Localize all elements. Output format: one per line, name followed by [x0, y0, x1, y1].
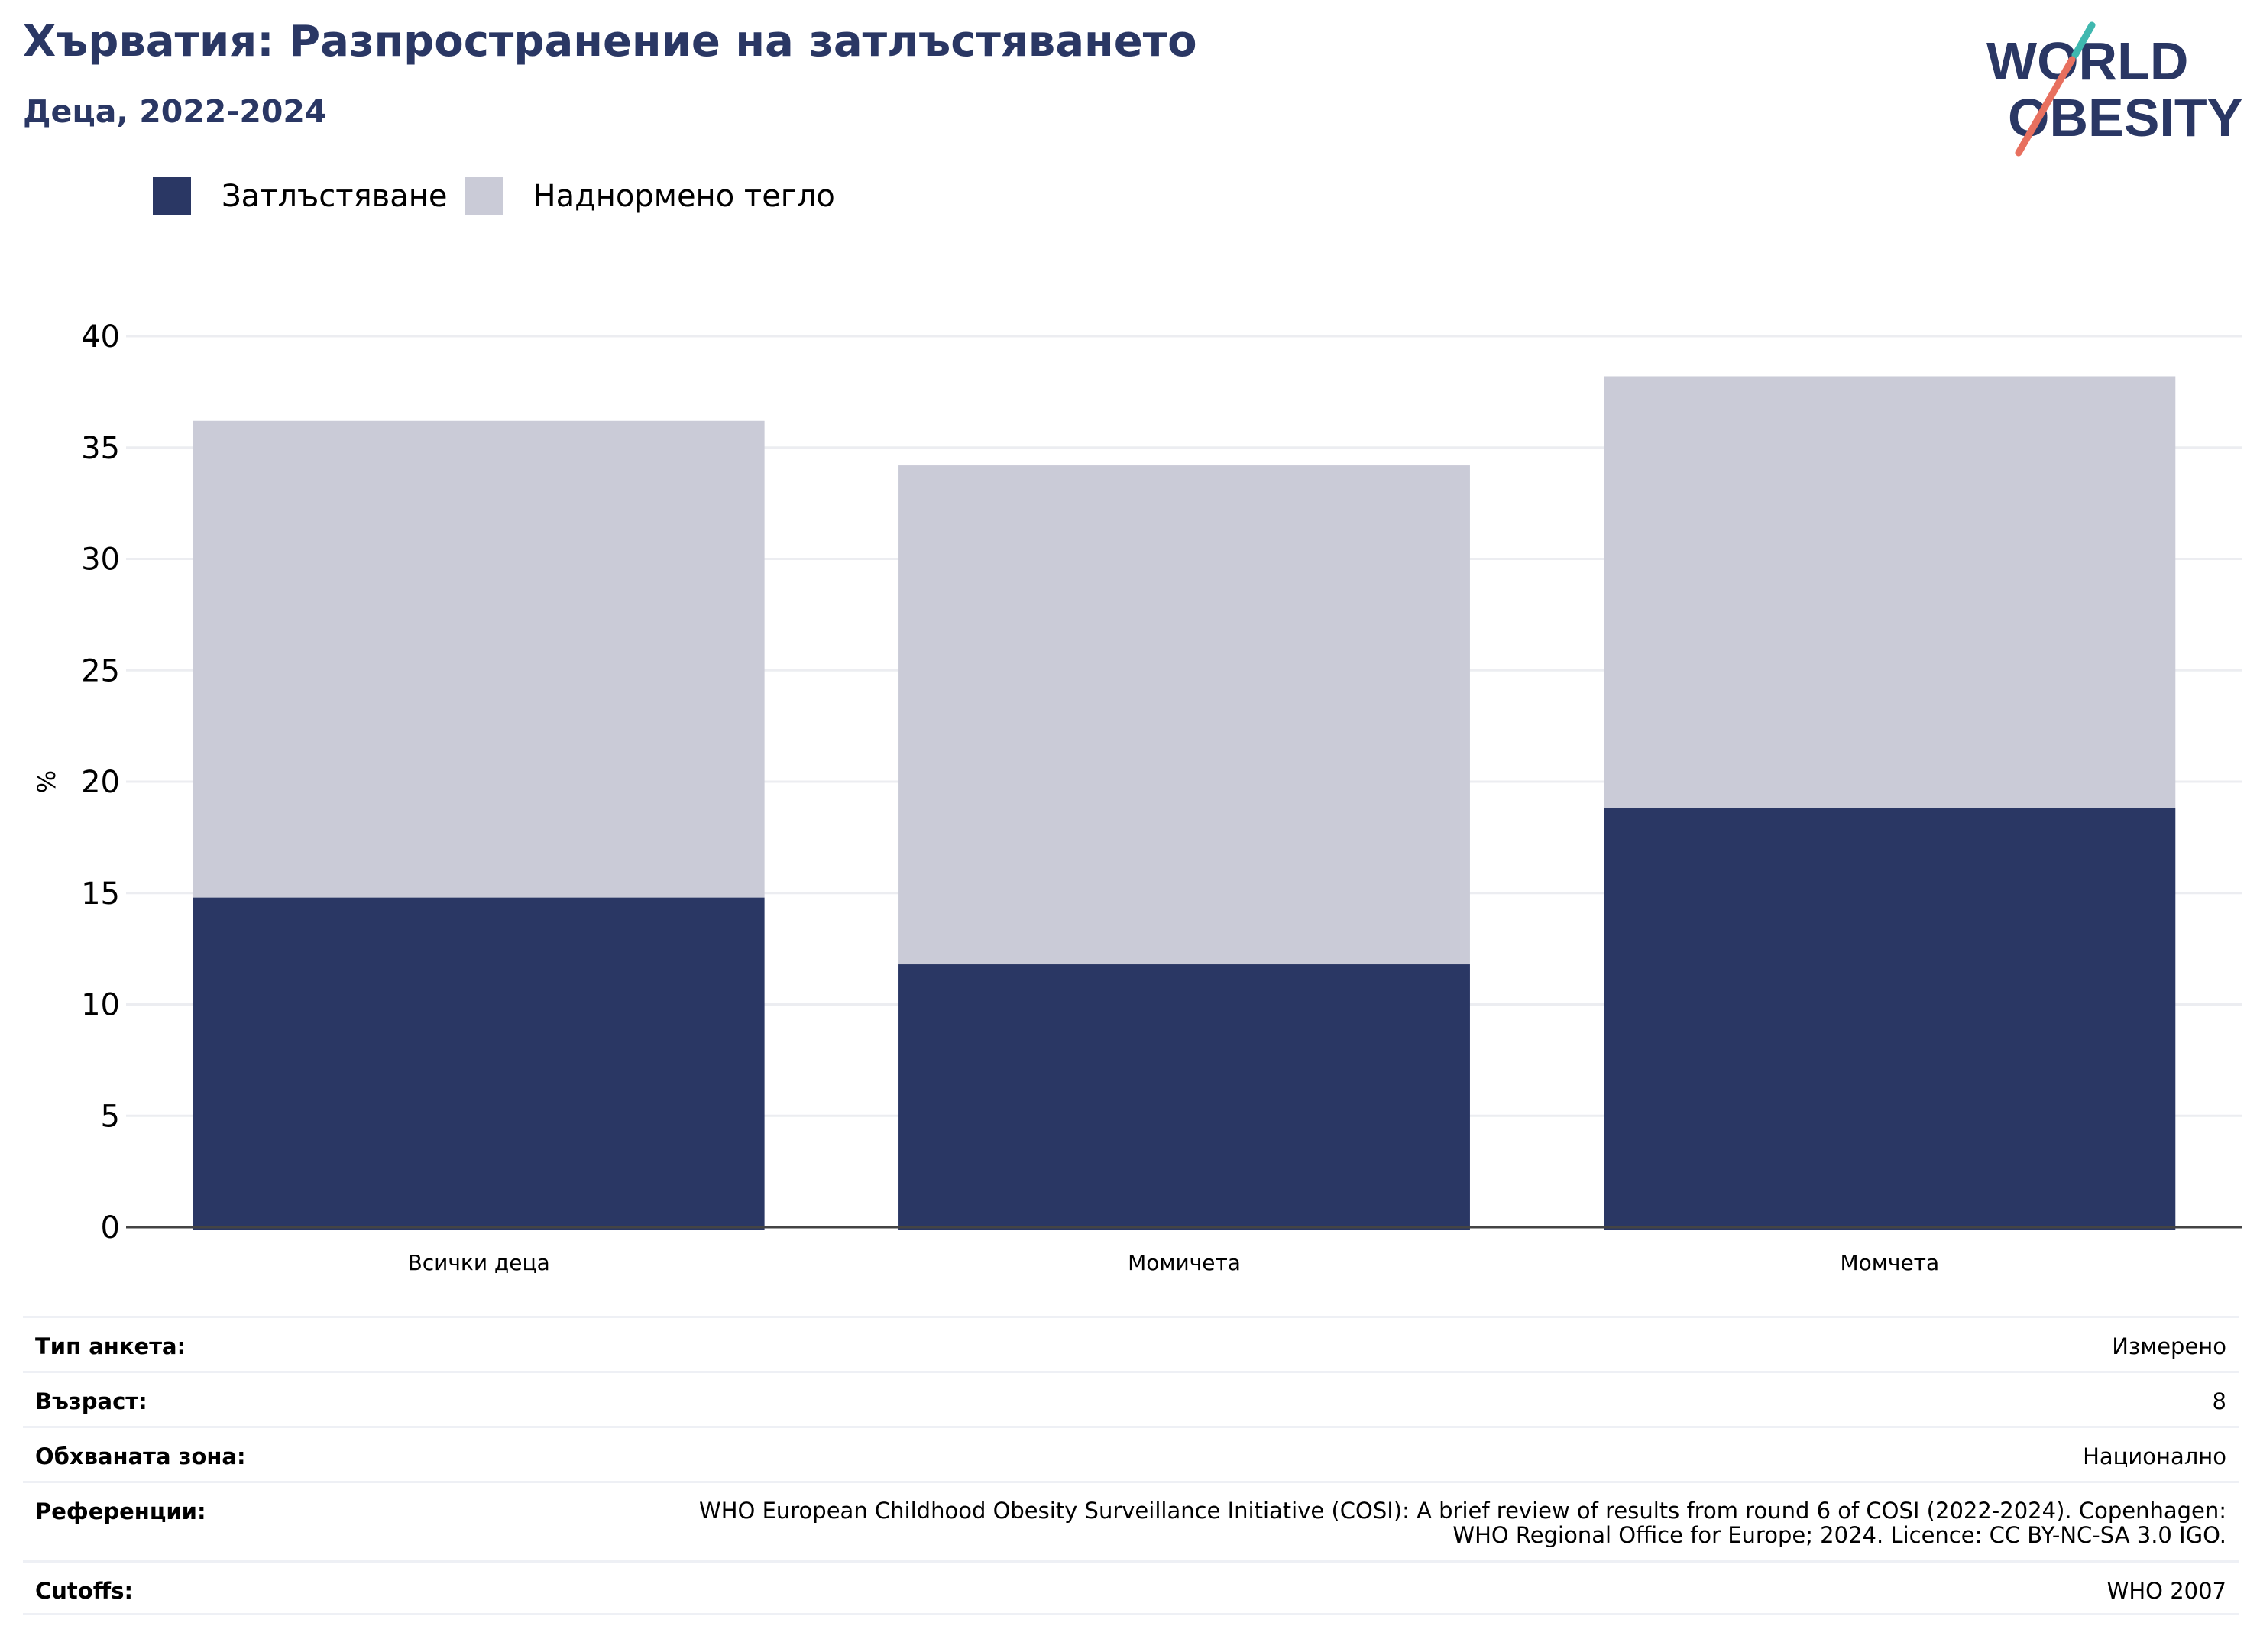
- bar-overweight-1: [898, 465, 1470, 965]
- y-tick-label: 20: [81, 765, 120, 800]
- info-value: Измерено: [2112, 1333, 2226, 1359]
- info-row-coverage: Обхваната зона: Национално: [23, 1426, 2239, 1481]
- y-tick-label: 30: [81, 543, 120, 578]
- info-label: Обхваната зона:: [35, 1443, 246, 1469]
- legend-item-overweight[interactable]: Наднормено тегло: [464, 177, 835, 215]
- bar-obesity-1: [898, 964, 1470, 1230]
- logo-coral-slash: [2015, 56, 2076, 157]
- reference-line-1: WHO European Childhood Obesity Surveilla…: [699, 1498, 2226, 1524]
- logo-teal-slash: [2071, 21, 2096, 59]
- y-tick-label: 5: [101, 1099, 120, 1134]
- reference-text: WHO European Childhood Obesity Surveilla…: [699, 1498, 2226, 1547]
- legend-label-obesity: Затлъстяване: [222, 179, 448, 214]
- reference-line-2: WHO Regional Office for Europe; 2024. Li…: [1452, 1522, 2226, 1548]
- info-value: WHO 2007: [2106, 1578, 2226, 1604]
- x-tick-label: Момичета: [1128, 1250, 1241, 1275]
- chart-legend: Затлъстяване Наднормено тегло: [153, 177, 852, 215]
- info-row-references: Референции: WHO European Childhood Obesi…: [23, 1481, 2239, 1560]
- bar-overweight-2: [1604, 376, 2176, 808]
- legend-item-obesity[interactable]: Затлъстяване: [153, 177, 448, 215]
- info-table: Тип анкета: Измерено Възраст: 8 Обхванат…: [23, 1316, 2239, 1615]
- bar-obesity-2: [1604, 808, 2176, 1230]
- legend-swatch-obesity: [153, 177, 191, 215]
- world-obesity-logo: WORLD OBESITY: [1986, 21, 2242, 157]
- info-label: Тип анкета:: [35, 1333, 186, 1359]
- info-label: Референции:: [35, 1498, 206, 1524]
- chart-title: Хърватия: Разпространение на затлъстяван…: [23, 17, 1197, 66]
- logo-text-obesity: OBESITY: [2008, 88, 2242, 147]
- info-row-cutoffs: Cutoffs: WHO 2007: [23, 1560, 2239, 1615]
- y-axis-label: %: [32, 770, 61, 793]
- chart-subtitle: Деца, 2022-2024: [23, 93, 327, 130]
- y-tick-label: 40: [81, 319, 120, 355]
- y-tick-label: 35: [81, 431, 120, 466]
- bar-obesity-0: [193, 897, 765, 1230]
- info-row-age: Възраст: 8: [23, 1371, 2239, 1426]
- y-tick-label: 10: [81, 988, 120, 1023]
- x-tick-label: Всички деца: [408, 1250, 550, 1275]
- legend-label-overweight: Наднормено тегло: [533, 179, 835, 214]
- info-value: 8: [2212, 1388, 2226, 1414]
- info-label: Cutoffs:: [35, 1578, 134, 1604]
- bar-overweight-0: [193, 420, 765, 898]
- info-label: Възраст:: [35, 1388, 147, 1414]
- y-tick-label: 0: [101, 1210, 120, 1245]
- x-tick-label: Момчета: [1841, 1250, 1940, 1275]
- logo-text-world: WORLD: [1986, 31, 2188, 91]
- y-tick-label: 15: [81, 876, 120, 912]
- info-value: Национално: [2083, 1443, 2226, 1469]
- y-tick-label: 25: [81, 653, 120, 688]
- stacked-bar-chart: 0 5 10 15 20 25 30 35 40% Всички деца Момичета Момч…: [32, 319, 2242, 1275]
- legend-swatch-overweight: [464, 177, 503, 215]
- info-row-survey-type: Тип анкета: Измерено: [23, 1316, 2239, 1371]
